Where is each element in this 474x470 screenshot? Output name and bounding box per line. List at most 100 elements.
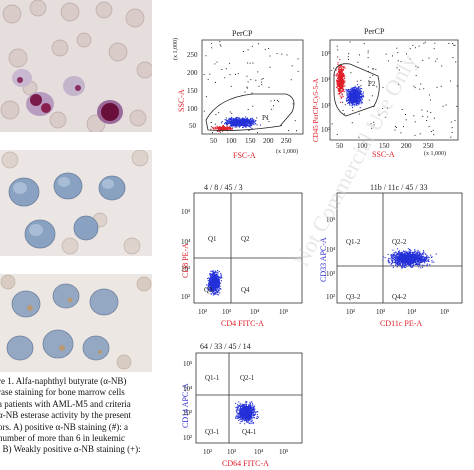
event-dot (398, 264, 400, 266)
event-dot (213, 293, 215, 295)
y-multiplier: (x 1,000) (172, 38, 179, 60)
event-dot (423, 250, 425, 252)
event-dot (392, 249, 394, 251)
event-dot (341, 70, 343, 72)
event-dot (242, 117, 244, 119)
event-dot (217, 279, 219, 281)
event-dot (249, 419, 251, 421)
event-dot (358, 93, 360, 95)
event-dot (340, 73, 342, 75)
event-dot (209, 73, 211, 75)
event-dot (401, 259, 403, 261)
event-dot (252, 410, 254, 412)
event-dot (407, 263, 409, 265)
event-dot (348, 90, 350, 92)
event-dot (236, 411, 238, 413)
event-dot (451, 132, 453, 133)
event-dot (238, 416, 240, 418)
event-dot (342, 69, 344, 71)
event-dot (255, 417, 257, 419)
event-dot (235, 417, 237, 419)
event-dot (227, 119, 229, 121)
event-dot (412, 260, 414, 262)
event-dot (361, 96, 363, 98)
event-dot (397, 251, 399, 253)
y-ticks: 10² 10³ 10⁴ 10⁵ (326, 216, 336, 301)
event-dot (220, 129, 222, 131)
gate-label: P2 (368, 80, 376, 88)
event-dot (419, 253, 421, 255)
event-dot (252, 406, 254, 408)
event-dot (243, 414, 245, 416)
event-dot (242, 126, 244, 128)
event-dot (338, 80, 340, 82)
event-dot (242, 121, 244, 123)
event-dot (338, 87, 340, 89)
event-dot (247, 415, 249, 417)
event-dot (341, 79, 343, 81)
event-dot (355, 90, 357, 92)
event-dot (341, 74, 343, 76)
y-axis-label: SSC-A (177, 89, 186, 112)
event-dot (422, 252, 424, 254)
event-dot (339, 89, 341, 91)
event-dot (227, 129, 229, 131)
event-dot (416, 260, 418, 262)
event-dot (251, 45, 253, 47)
event-dot (214, 289, 216, 291)
event-dot (407, 260, 409, 262)
event-dot (428, 94, 430, 96)
event-dot (214, 276, 216, 278)
event-dot (244, 409, 246, 411)
caption-line: re 1. Alfa-naphthyl butyrate (α-NB) (0, 376, 127, 386)
event-dot (215, 272, 217, 274)
event-dot (341, 76, 343, 78)
flow-panels: PerCP (x 1,000) SSC-A P1 50 100 150 200 … (172, 27, 463, 468)
event-dot (346, 100, 348, 102)
quadrant-label: Q3-1 (205, 428, 220, 436)
event-dot (396, 67, 398, 69)
event-dot (347, 102, 349, 104)
event-dot (219, 285, 221, 287)
event-dot (238, 122, 240, 124)
quadrant-label: Q2 (241, 235, 250, 243)
event-dot (349, 92, 351, 94)
event-dot (242, 123, 244, 125)
event-dot (249, 120, 251, 122)
event-dot (339, 66, 341, 68)
event-dot (394, 129, 396, 131)
event-dot (409, 251, 411, 253)
event-dot (343, 81, 345, 83)
event-dot (251, 117, 253, 119)
event-dot (250, 412, 252, 414)
event-dot (421, 258, 423, 260)
event-dot (246, 406, 248, 408)
event-dot (419, 259, 421, 261)
event-dot (339, 75, 341, 77)
event-dot (228, 117, 230, 119)
event-dot (254, 412, 256, 414)
event-dot (240, 405, 242, 407)
event-dot (352, 110, 354, 112)
event-dot (238, 126, 240, 128)
event-dot (244, 415, 246, 417)
event-dot (339, 65, 341, 67)
event-dot (227, 124, 229, 126)
event-dot (340, 86, 342, 88)
event-dot (414, 253, 416, 255)
event-dot (402, 263, 404, 265)
event-dot (235, 120, 237, 122)
event-dot (337, 69, 339, 71)
event-dot (297, 70, 299, 72)
event-dot (215, 127, 217, 129)
event-dot (251, 416, 253, 418)
event-dot (244, 417, 246, 419)
event-dot (339, 73, 341, 75)
event-dot (209, 276, 211, 278)
event-dot (420, 83, 422, 85)
event-dot (418, 258, 420, 260)
event-dot (398, 256, 400, 258)
event-dot (399, 252, 401, 254)
event-dot (217, 286, 219, 288)
y-axis-label: CD14 APC-A (181, 383, 190, 428)
